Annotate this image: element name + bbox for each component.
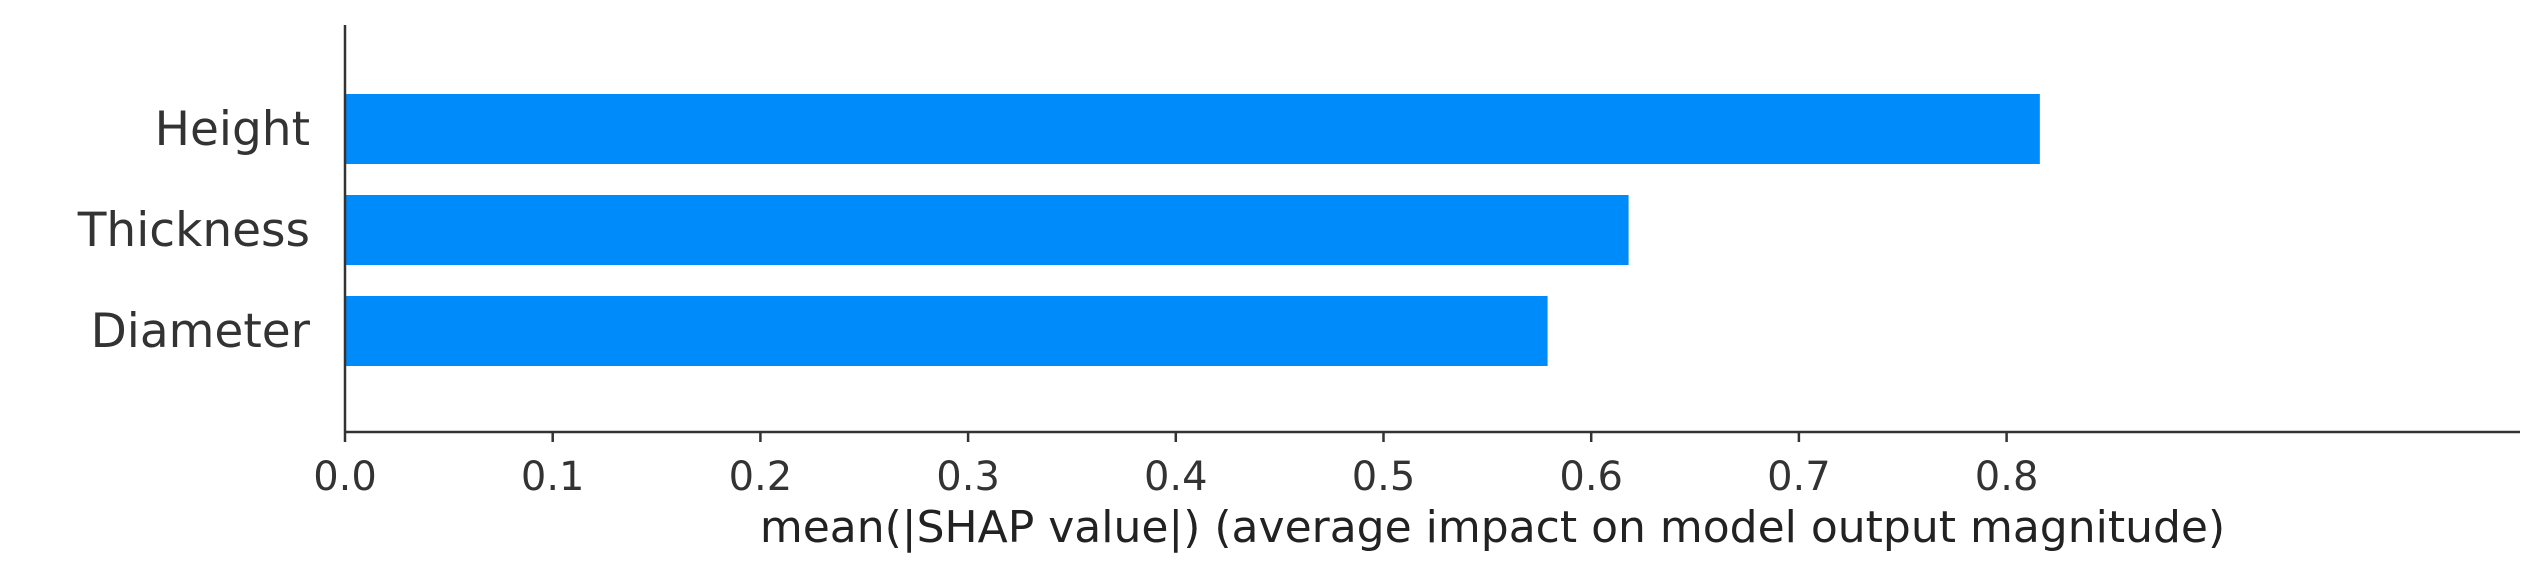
x-axis-title: mean(|SHAP value|) (average impact on mo… [760,502,2225,553]
category-label-thickness: Thickness [77,203,310,258]
category-label-diameter: Diameter [91,304,311,359]
x-tick-label: 0.0 [313,454,377,500]
x-tick-label: 0.2 [729,454,793,500]
category-labels: Height Thickness Diameter [77,102,311,359]
x-ticks-group: 0.0 0.1 0.2 0.3 0.4 0.5 0.6 0.7 0.8 [313,432,2038,500]
bar-height [345,94,2040,164]
x-tick-label: 0.6 [1559,454,1623,500]
x-tick-label: 0.7 [1767,454,1831,500]
x-tick-label: 0.4 [1144,454,1208,500]
x-tick-label: 0.8 [1975,454,2039,500]
bar-diameter [345,296,1548,366]
x-tick-label: 0.3 [936,454,1000,500]
bars-group [345,94,2040,366]
x-tick-label: 0.5 [1352,454,1416,500]
x-tick-label: 0.1 [521,454,585,500]
bar-thickness [345,195,1629,265]
category-label-height: Height [155,102,310,157]
